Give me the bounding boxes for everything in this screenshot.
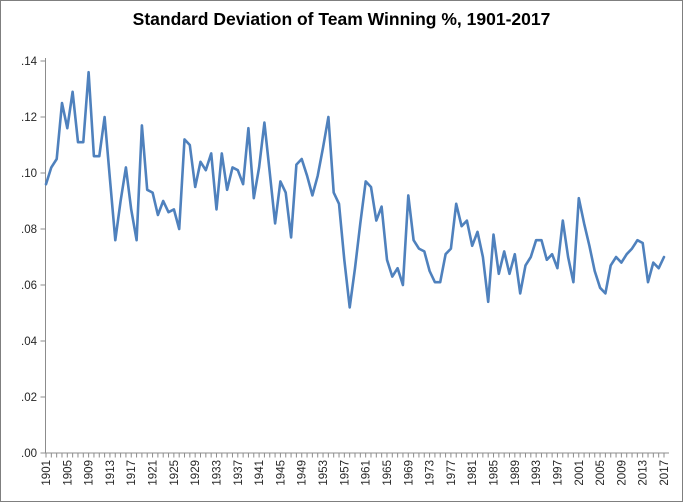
x-axis-tick-label: 1917 bbox=[126, 460, 138, 486]
x-axis-tick-label: 2013 bbox=[638, 460, 650, 486]
x-axis-tick-label: 1965 bbox=[382, 460, 394, 486]
x-axis-tick-label: 1933 bbox=[211, 460, 223, 486]
y-axis-tick-label: .02 bbox=[21, 392, 37, 404]
x-axis-ticks: 1901 1905 1909 1913 1917 1921 1925 1929 1933 1937… bbox=[41, 453, 671, 486]
x-axis-tick-label: 1901 bbox=[41, 460, 53, 486]
y-axis-tick-label: .04 bbox=[21, 336, 38, 348]
x-axis-tick-label: 1973 bbox=[425, 460, 437, 486]
x-axis-tick-label: 1905 bbox=[62, 460, 74, 486]
y-axis-tick-label: .08 bbox=[21, 224, 37, 236]
y-axis-tick-label: .00 bbox=[21, 448, 37, 460]
x-axis-tick-label: 1997 bbox=[552, 460, 564, 486]
axes bbox=[45, 58, 669, 454]
x-axis-tick-label: 2009 bbox=[616, 460, 628, 486]
x-axis-tick-label: 1937 bbox=[233, 460, 245, 486]
x-axis-tick-label: 1929 bbox=[190, 460, 202, 486]
x-axis-tick-label: 1909 bbox=[84, 460, 96, 486]
series-line bbox=[44, 70, 666, 309]
x-axis-tick-label: 2017 bbox=[659, 460, 671, 486]
y-axis-tick-label: .06 bbox=[21, 280, 37, 292]
x-axis-tick-label: 2001 bbox=[574, 460, 586, 486]
chart-title: Standard Deviation of Team Winning %, 19… bbox=[132, 9, 551, 29]
x-axis-tick-label: 1981 bbox=[467, 460, 479, 486]
x-axis-tick-label: 1969 bbox=[403, 460, 415, 486]
x-axis-tick-label: 1945 bbox=[275, 460, 287, 486]
x-axis-tick-label: 1961 bbox=[361, 460, 373, 486]
x-axis-tick-label: 1993 bbox=[531, 460, 543, 486]
x-axis-tick-label: 1977 bbox=[446, 460, 458, 486]
x-axis-tick-label: 1921 bbox=[148, 460, 160, 486]
x-axis-tick-label: 1949 bbox=[297, 460, 309, 486]
x-axis-tick-label: 2005 bbox=[595, 460, 607, 486]
x-axis-tick-label: 1941 bbox=[254, 460, 266, 486]
x-axis-tick-label: 1925 bbox=[169, 460, 181, 486]
x-axis-tick-label: 1957 bbox=[339, 460, 351, 486]
y-axis-ticks: .00 .02 .04 .06 .08 .10 .12 .14 bbox=[21, 56, 46, 460]
x-axis-tick-label: 1989 bbox=[510, 460, 522, 486]
x-axis-tick-label: 1953 bbox=[318, 460, 330, 486]
y-axis-tick-label: .12 bbox=[21, 112, 37, 124]
x-axis-tick-label: 1913 bbox=[105, 460, 117, 486]
y-axis-tick-label: .14 bbox=[21, 56, 38, 68]
x-axis-tick-label: 1985 bbox=[489, 460, 501, 486]
y-axis-tick-label: .10 bbox=[21, 168, 37, 180]
